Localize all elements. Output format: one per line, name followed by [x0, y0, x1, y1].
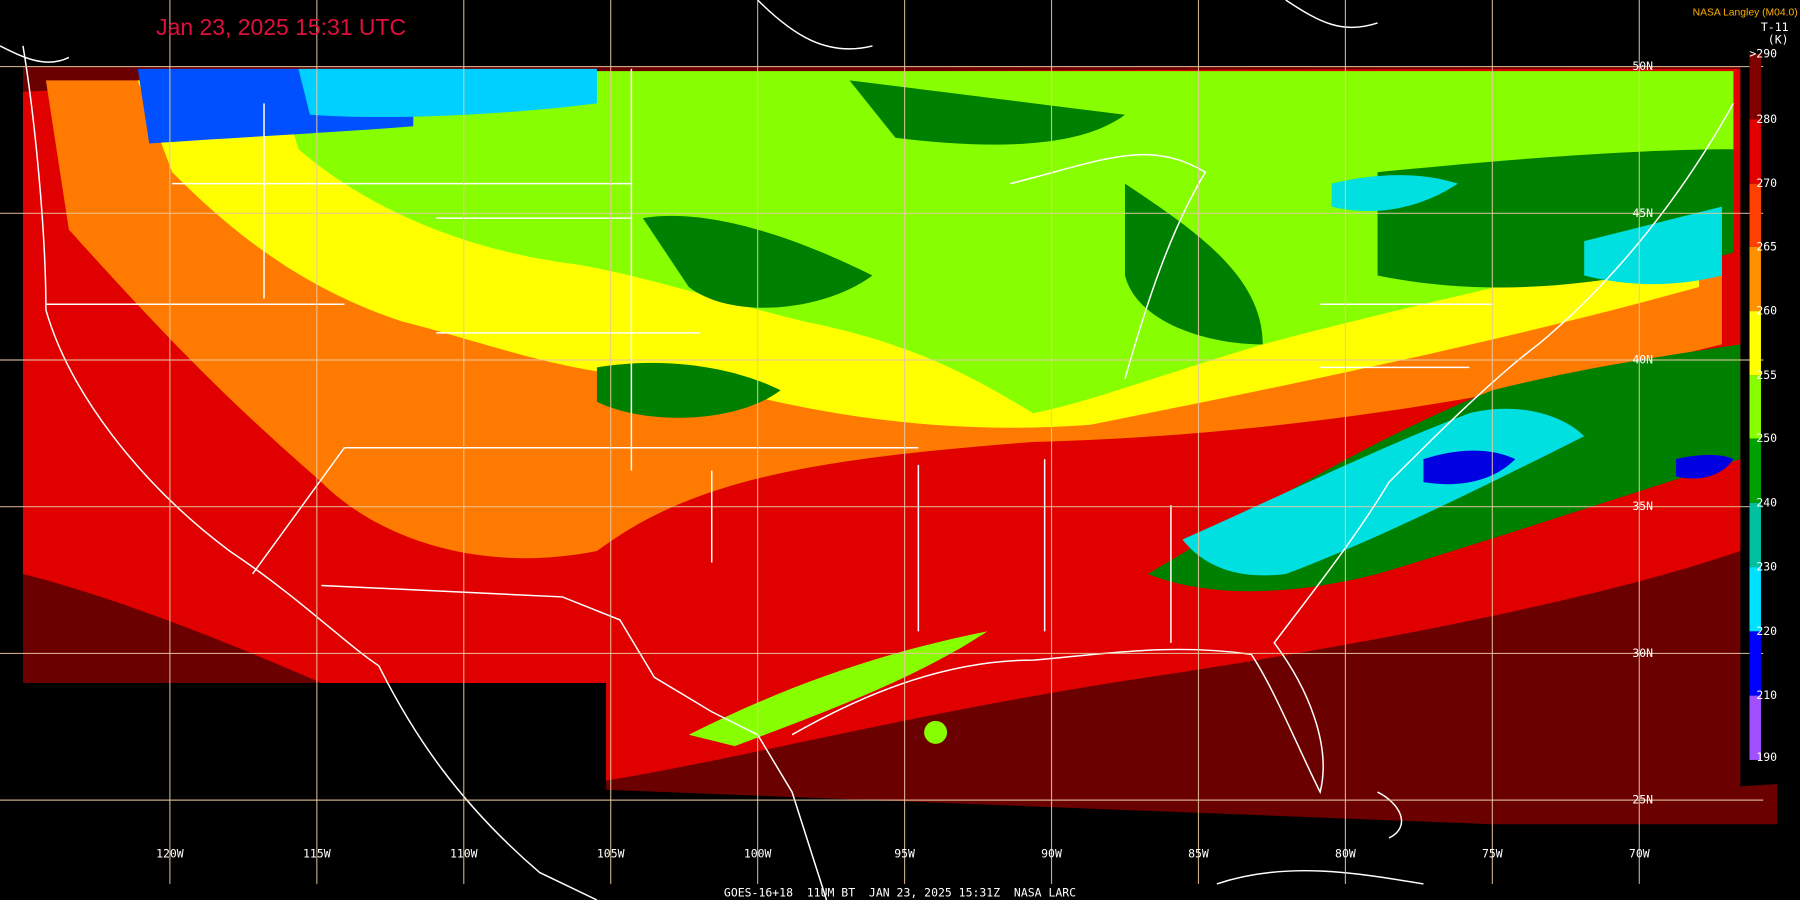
longitude-label: 90W: [1041, 847, 1062, 861]
latitude-label: 50N: [1632, 59, 1653, 73]
colorbar-tick-label: 240: [1756, 495, 1777, 509]
colorbar-tick-label: >290: [1749, 46, 1777, 60]
colorbar-tick-label: 265: [1756, 239, 1777, 253]
longitude-label: 115W: [303, 847, 331, 861]
longitude-label: 110W: [450, 847, 478, 861]
colorbar-tick-label: 230: [1756, 560, 1777, 574]
longitude-label: 70W: [1629, 847, 1650, 861]
coast-fragments: [0, 0, 1424, 885]
imagery: [22, 66, 1778, 825]
longitude-label: 105W: [597, 847, 625, 861]
longitude-label: 75W: [1482, 847, 1503, 861]
colorbar-tick-label: 270: [1756, 176, 1777, 190]
colorbar-tick-label: 190: [1756, 750, 1777, 764]
latitude-label: 30N: [1632, 646, 1653, 660]
gulf-atlantic-coast: [791, 102, 1735, 795]
colorbar-label: T-11: [1761, 20, 1789, 34]
longitude-label: 120W: [156, 847, 184, 861]
longitude-label: 95W: [894, 847, 915, 861]
latitude-label: 40N: [1632, 353, 1653, 367]
latitude-label: 25N: [1632, 793, 1653, 807]
colorbar-tick-label: 220: [1756, 624, 1777, 638]
colorbar-tick-label: 250: [1756, 431, 1777, 445]
colorbar-tick-label: 255: [1756, 368, 1777, 382]
latitude-label: 45N: [1632, 206, 1653, 220]
longitude-label: 100W: [744, 847, 772, 861]
state-lines: [45, 68, 1493, 643]
mexico-border: [321, 584, 828, 900]
longitude-label: 80W: [1335, 847, 1356, 861]
colorbar-unit: (K): [1768, 33, 1789, 47]
credit: NASA Langley (M04.0): [1693, 7, 1798, 18]
timestamp-title: Jan 23, 2025 15:31 UTC: [156, 14, 406, 40]
footer: GOES-16+18 11UM BT JAN 23, 2025 15:31Z N…: [724, 886, 1076, 900]
colorbar-tick-label: 260: [1756, 304, 1777, 318]
longitude-label: 85W: [1188, 847, 1209, 861]
lat-lon-grid: [0, 0, 1764, 884]
latitude-label: 35N: [1632, 499, 1653, 513]
colorbar-tick-label: 210: [1756, 688, 1777, 702]
borders: [0, 0, 1735, 900]
colorbar-tick-label: 280: [1756, 112, 1777, 126]
west-coast: [22, 45, 598, 900]
colorbar: [1749, 53, 1761, 760]
